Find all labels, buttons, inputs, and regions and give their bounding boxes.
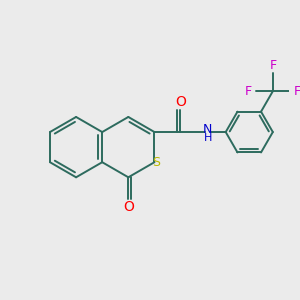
Text: S: S (152, 156, 160, 169)
Text: N: N (203, 123, 212, 136)
Text: F: F (294, 85, 300, 98)
Text: O: O (123, 200, 134, 214)
Text: H: H (203, 134, 212, 143)
Text: F: F (244, 85, 252, 98)
Text: O: O (175, 95, 186, 110)
Text: F: F (269, 58, 276, 72)
